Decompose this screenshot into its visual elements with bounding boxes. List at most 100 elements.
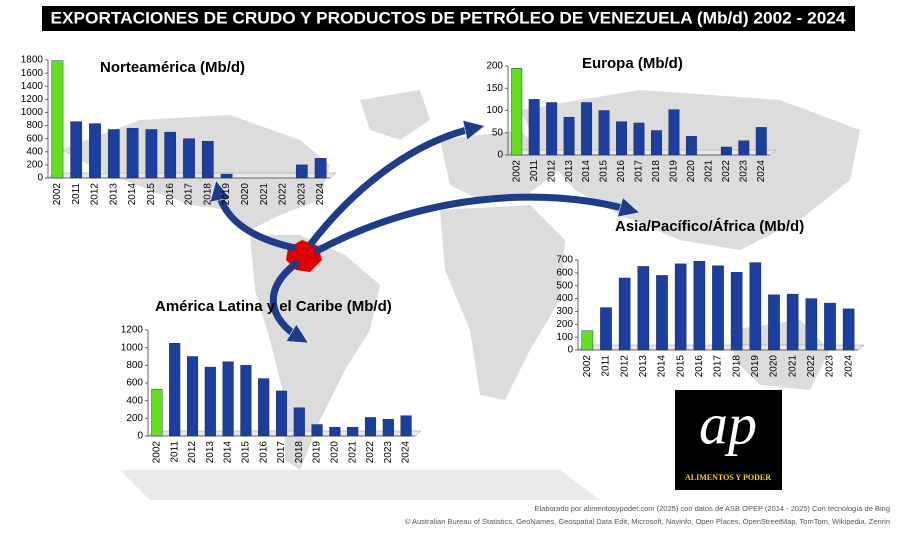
x-tick-label: 2024 [401, 441, 412, 464]
bar-chart: 0 50 100 150 200 2002 2011 2012 2013 2014 2015 2016… [486, 55, 777, 183]
x-tick-label: 2012 [187, 441, 198, 464]
bar [712, 265, 724, 351]
bar [511, 68, 523, 156]
x-tick-label: 2022 [278, 183, 289, 206]
x-tick-label: 2014 [657, 355, 668, 378]
bar [546, 102, 558, 156]
x-tick-label: 2012 [619, 355, 630, 378]
bar [145, 129, 158, 179]
y-tick-label: 600 [126, 378, 143, 389]
logo-text: ALIMENTOS Y PODER [685, 473, 771, 482]
bar [329, 426, 341, 437]
x-tick-label: 2011 [601, 355, 612, 377]
bar [693, 261, 706, 351]
credit-line: © Australian Bureau of Statistics, GeoNa… [405, 517, 890, 526]
x-tick-label: 2012 [546, 160, 557, 183]
bar [70, 121, 83, 179]
y-tick-label: 200 [126, 413, 143, 424]
y-tick-label: 700 [556, 255, 573, 266]
x-tick-label: 2012 [90, 183, 101, 206]
bar [169, 343, 181, 437]
x-tick-label: 2015 [675, 355, 686, 378]
x-tick-label: 2002 [511, 160, 522, 183]
bar [201, 141, 214, 179]
y-tick-label: 200 [556, 319, 573, 330]
bar [598, 110, 610, 156]
y-tick-label: 400 [126, 395, 143, 406]
bar [674, 263, 687, 351]
x-tick-label: 2023 [738, 160, 749, 183]
bar [600, 307, 612, 351]
y-tick-label: 200 [486, 61, 503, 72]
x-tick-label: 2013 [205, 441, 216, 464]
x-tick-label: 2016 [258, 441, 269, 464]
bar [720, 146, 732, 156]
logo [675, 390, 782, 490]
x-tick-label: 2002 [52, 183, 63, 206]
x-tick-label: 2020 [686, 160, 697, 183]
x-tick-label: 2020 [769, 355, 780, 378]
x-tick-label: 2019 [312, 441, 323, 464]
x-tick-label: 2022 [721, 160, 732, 183]
y-tick-label: 50 [492, 127, 504, 138]
bar [637, 266, 650, 351]
x-tick-label: 2013 [108, 183, 119, 206]
y-tick-label: 400 [26, 146, 43, 157]
x-tick-label: 2014 [127, 183, 138, 206]
x-tick-label: 2011 [529, 160, 540, 182]
chart-title: Norteamérica (Mb/d) [100, 59, 245, 76]
bar-chart: 0 200 400 600 800 1000 1200 2002 2011 2012 2013 201… [121, 298, 422, 464]
chart-title: Europa (Mb/d) [582, 55, 683, 72]
y-tick-label: 600 [26, 133, 43, 144]
x-tick-label: 2019 [669, 160, 680, 183]
y-tick-label: 0 [567, 345, 573, 356]
title-banner [42, 6, 855, 31]
y-tick-label: 500 [556, 280, 573, 291]
bar [651, 130, 662, 156]
bar [668, 109, 680, 156]
bar [749, 262, 762, 351]
bar [364, 417, 377, 437]
y-tick-label: 200 [26, 160, 43, 171]
x-tick-label: 2017 [276, 441, 287, 464]
x-tick-label: 2017 [634, 160, 645, 183]
page-title: EXPORTACIONES DE CRUDO Y PRODUCTOS DE PE… [51, 8, 847, 27]
bar [151, 388, 163, 437]
bar [347, 426, 359, 437]
y-tick-label: 1400 [21, 81, 44, 92]
x-tick-label: 2016 [616, 160, 627, 183]
x-tick-label: 2011 [71, 183, 82, 205]
bar [258, 378, 270, 437]
x-tick-label: 2017 [713, 355, 724, 378]
x-tick-label: 2018 [294, 441, 305, 464]
x-tick-label: 2018 [202, 183, 213, 206]
x-tick-label: 2019 [750, 355, 761, 378]
x-tick-label: 2024 [315, 183, 326, 206]
y-tick-label: 100 [486, 105, 503, 116]
x-tick-label: 2022 [365, 441, 376, 464]
bar [755, 127, 767, 156]
x-tick-label: 2022 [806, 355, 817, 378]
arrows [218, 128, 630, 338]
x-tick-label: 2020 [240, 183, 251, 206]
x-tick-label: 2018 [731, 355, 742, 378]
chart-title: América Latina y el Caribe (Mb/d) [155, 298, 392, 315]
x-tick-label: 2002 [582, 355, 593, 378]
credit-line: Elaborado por alimentosypoder.com (2025)… [534, 504, 890, 513]
bar [685, 136, 697, 156]
bar [730, 272, 743, 351]
bar [738, 140, 750, 156]
y-tick-label: 1200 [21, 94, 44, 105]
bar [768, 294, 780, 351]
bar [186, 356, 199, 437]
x-tick-label: 2018 [651, 160, 662, 183]
x-tick-label: 2015 [599, 160, 610, 183]
bar [786, 293, 799, 351]
x-tick-label: 2023 [296, 183, 307, 206]
x-tick-label: 2013 [638, 355, 649, 378]
x-tick-label: 2011 [169, 441, 180, 463]
y-tick-label: 800 [126, 360, 143, 371]
y-tick-label: 0 [497, 150, 503, 161]
chart-title: Asia/Pacífico/África (Mb/d) [615, 218, 804, 235]
